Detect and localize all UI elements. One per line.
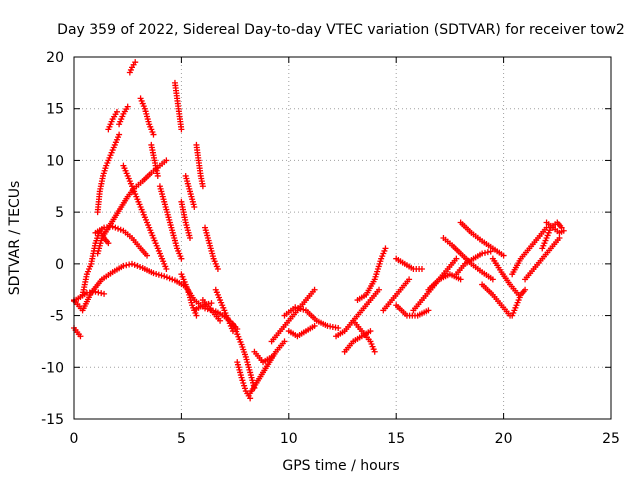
data-point xyxy=(163,266,170,273)
data-point xyxy=(98,290,105,297)
data-point xyxy=(166,275,173,282)
data-point xyxy=(556,235,563,241)
data-point xyxy=(522,286,529,293)
data-point xyxy=(199,302,206,309)
data-point xyxy=(217,317,224,324)
x-tick-label: 0 xyxy=(70,431,79,447)
data-point xyxy=(144,252,151,259)
data-point xyxy=(240,380,247,387)
x-tick-label: 15 xyxy=(387,431,405,447)
data-point xyxy=(367,328,374,335)
y-tick-label: 15 xyxy=(46,102,64,118)
data-point xyxy=(124,103,131,110)
data-point xyxy=(500,252,507,259)
x-axis-label: GPS time / hours xyxy=(282,458,399,474)
data-point xyxy=(199,183,206,190)
axis-ticks: 0 5 10 15 20 25 -15 -10 -5 0 5 10 15 20 xyxy=(41,50,620,447)
data-point xyxy=(153,270,160,277)
data-point xyxy=(112,224,119,231)
data-point xyxy=(208,300,215,307)
data-point xyxy=(457,276,464,283)
data-point xyxy=(92,288,99,295)
data-point xyxy=(113,108,120,115)
data-point xyxy=(101,290,108,297)
data-point xyxy=(382,245,389,252)
data-point xyxy=(109,223,116,230)
data-point xyxy=(77,333,84,340)
data-point xyxy=(186,235,193,241)
chart-title: Day 359 of 2022, Sidereal Day-to-day VTE… xyxy=(57,22,625,38)
data-point xyxy=(241,382,248,389)
y-tick-label: 20 xyxy=(46,50,64,66)
data-point xyxy=(425,307,432,314)
data-point xyxy=(239,377,246,384)
data-point xyxy=(297,305,304,312)
y-tick-label: 10 xyxy=(46,153,64,169)
data-point xyxy=(117,226,124,233)
data-point xyxy=(268,353,275,360)
y-tick-label: -10 xyxy=(41,360,64,376)
data-point xyxy=(453,255,460,262)
data-point xyxy=(137,263,144,270)
data-point xyxy=(238,374,245,381)
x-tick-label: 10 xyxy=(280,431,298,447)
y-tick-label: 5 xyxy=(55,205,64,221)
data-point xyxy=(169,276,176,283)
data-point xyxy=(214,266,221,273)
data-point xyxy=(311,322,318,329)
data-point xyxy=(484,249,491,256)
data-point xyxy=(481,249,488,256)
data-point xyxy=(178,126,185,133)
data-point xyxy=(128,260,135,267)
data-point xyxy=(489,276,496,283)
data-point xyxy=(123,262,130,269)
data-point xyxy=(300,306,307,313)
data-point xyxy=(163,274,170,281)
x-tick-label: 5 xyxy=(177,431,186,447)
data-point xyxy=(115,225,122,232)
data-point xyxy=(193,312,200,319)
data-point xyxy=(95,289,102,296)
data-point xyxy=(126,261,133,268)
y-axis-label: SDTVAR / TECUs xyxy=(7,181,23,296)
data-point xyxy=(131,261,138,268)
data-point xyxy=(479,250,486,257)
data-point xyxy=(406,276,413,283)
data-point xyxy=(560,227,567,234)
data-point xyxy=(116,131,123,138)
data-point xyxy=(281,338,288,345)
data-point xyxy=(105,240,112,247)
data-point xyxy=(292,304,299,311)
data-point xyxy=(247,395,254,402)
data-point xyxy=(371,348,378,355)
data-point xyxy=(311,286,318,293)
data-point xyxy=(418,266,425,273)
data-series xyxy=(71,59,567,402)
data-point xyxy=(154,172,161,179)
y-tick-label: 0 xyxy=(55,257,64,273)
data-point xyxy=(150,131,157,138)
x-tick-label: 25 xyxy=(602,431,620,447)
data-point xyxy=(155,271,162,278)
x-tick-label: 20 xyxy=(495,431,513,447)
data-point xyxy=(376,286,383,293)
data-point xyxy=(163,157,170,164)
data-point xyxy=(161,273,168,280)
data-point xyxy=(134,262,141,269)
data-point xyxy=(294,305,301,312)
data-point xyxy=(132,59,139,66)
data-point xyxy=(335,324,342,331)
data-point xyxy=(241,385,248,392)
data-point xyxy=(191,203,198,210)
y-tick-label: -15 xyxy=(41,412,64,428)
grid xyxy=(74,57,611,419)
plot-frame xyxy=(73,56,612,420)
data-point xyxy=(120,262,127,269)
data-point xyxy=(158,272,165,279)
y-tick-label: -5 xyxy=(50,309,64,325)
data-point xyxy=(150,270,157,277)
data-point xyxy=(178,255,185,262)
